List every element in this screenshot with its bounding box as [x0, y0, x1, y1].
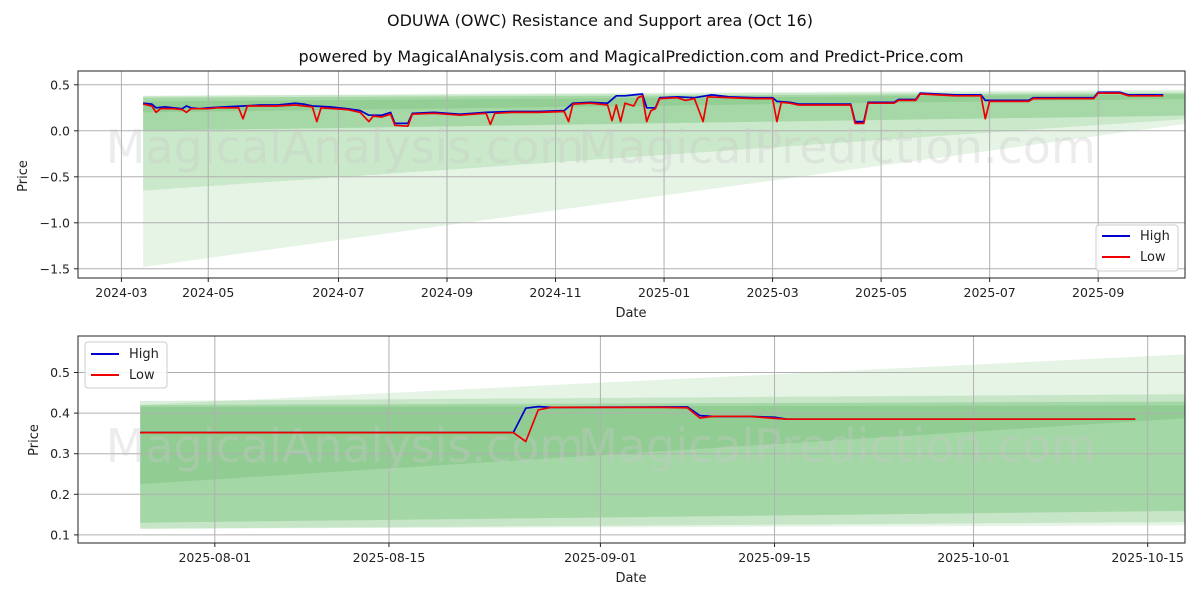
y-tick-label: 0.2 [50, 487, 70, 502]
watermark-prediction: MagicalPrediction.com [578, 120, 1096, 174]
history-xlabel: Date [615, 306, 646, 321]
x-tick-label: 2025-09 [1072, 285, 1124, 300]
y-tick-label: 0.3 [50, 446, 70, 461]
plot-frame [77, 335, 1186, 544]
x-tick-label: 2025-01 [638, 285, 690, 300]
watermark-analysis: MagicalAnalysis.com [106, 120, 585, 174]
x-tick-label: 2025-10-01 [937, 550, 1010, 565]
support-resistance-band-1 [140, 394, 1185, 529]
watermark-prediction-2: MagicalPrediction.com [578, 419, 1096, 473]
x-tick-label: 2024-11 [529, 285, 581, 300]
x-tick-label: 2025-05 [855, 285, 907, 300]
x-tick-label: 2024-05 [182, 285, 234, 300]
x-tick-label: 2025-09-01 [564, 550, 637, 565]
y-tick-label: 0.5 [50, 365, 70, 380]
plot-frame [77, 70, 1186, 279]
x-tick-label: 2025-08-01 [178, 550, 251, 565]
y-tick-label: 0.1 [50, 527, 70, 542]
series-line-low [142, 92, 1164, 128]
history-ylabel: Price [16, 160, 31, 192]
series-line-low [140, 406, 1136, 443]
x-tick-label: 2025-10-15 [1111, 550, 1184, 565]
history-panel: MagicalAnalysis.com MagicalPrediction.co… [16, 70, 1186, 321]
support-resistance-band-0 [140, 354, 1185, 529]
x-tick-label: 2024-07 [312, 285, 364, 300]
history-legend: High Low [1095, 224, 1179, 272]
x-tick-label: 2025-03 [746, 285, 798, 300]
y-tick-label: 0.0 [50, 123, 70, 138]
chart-subtitle: powered by MagicalAnalysis.com and Magic… [298, 47, 963, 66]
y-tick-label: −1.5 [40, 261, 70, 276]
y-tick-label: −0.5 [40, 169, 70, 184]
x-tick-label: 2025-08-15 [353, 550, 426, 565]
watermark-analysis-2: MagicalAnalysis.com [106, 419, 585, 473]
x-tick-label: 2024-09 [421, 285, 473, 300]
legend-high-label-2: High [129, 347, 159, 362]
y-tick-label: 0.4 [50, 406, 70, 421]
recent-legend: High Low [84, 341, 168, 389]
x-tick-label: 2024-03 [95, 285, 147, 300]
legend-low-label-2: Low [129, 368, 155, 383]
x-tick-label: 2025-07 [964, 285, 1016, 300]
recent-ylabel: Price [27, 424, 42, 456]
chart-title: ODUWA (OWC) Resistance and Support area … [387, 11, 813, 30]
recent-panel: MagicalAnalysis.com MagicalPrediction.co… [27, 335, 1186, 586]
legend-low-label: Low [1140, 250, 1166, 265]
y-tick-label: −1.0 [40, 215, 70, 230]
y-tick-label: 0.5 [50, 77, 70, 92]
x-tick-label: 2025-09-15 [738, 550, 811, 565]
recent-xlabel: Date [615, 571, 646, 586]
legend-high-label: High [1140, 229, 1170, 244]
support-resistance-band-3 [140, 405, 1185, 485]
